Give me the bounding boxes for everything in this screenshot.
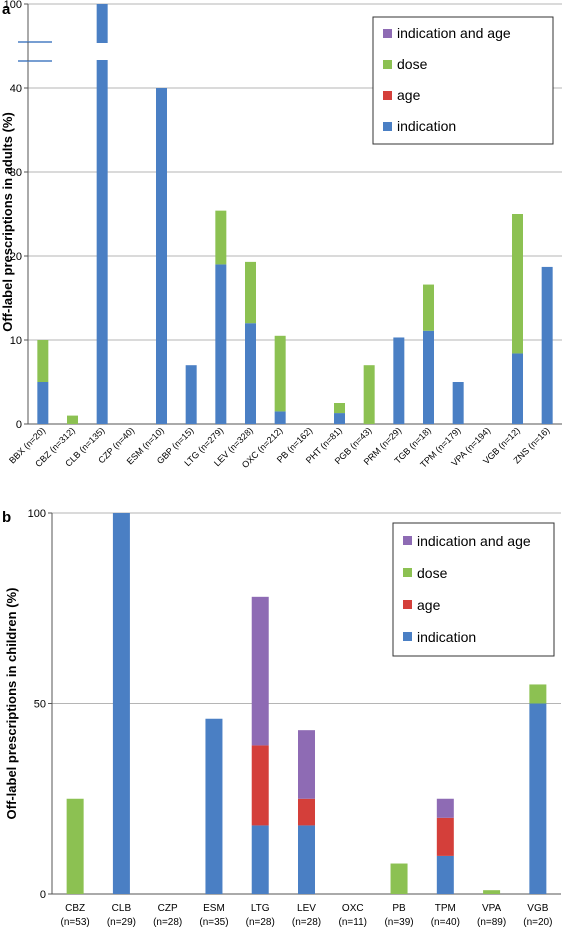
x-tick-label-n: (n=28) <box>292 917 321 928</box>
legend-swatch <box>383 60 392 69</box>
x-tick-label: LEV <box>297 903 316 914</box>
legend-swatch <box>383 122 392 131</box>
x-tick-label-n: (n=35) <box>199 917 228 928</box>
bar-segment <box>215 210 227 265</box>
x-tick-label-n: (n=89) <box>477 917 506 928</box>
legend-swatch <box>403 600 412 609</box>
bar-segment <box>251 745 269 826</box>
legend-label: indication and age <box>397 25 511 41</box>
bar-segment <box>334 403 345 414</box>
y-tick-label: 100 <box>4 0 22 11</box>
bar-segment <box>251 825 269 894</box>
x-tick-label: VGB <box>527 903 548 914</box>
legend-label: indication <box>417 629 476 645</box>
legend-swatch <box>383 91 392 100</box>
bar-segment <box>245 261 256 324</box>
legend-box <box>392 522 555 657</box>
legend: indication and age dose age indication <box>392 522 555 657</box>
bar-segment <box>393 337 405 424</box>
x-tick-label-n: (n=28) <box>153 917 182 928</box>
y-tick-label: 0 <box>16 419 22 431</box>
bar-segment <box>512 214 523 354</box>
x-tick-label-n: (n=39) <box>384 917 413 928</box>
x-tick-label-n: (n=28) <box>246 917 275 928</box>
panel-label: b <box>2 509 11 526</box>
bar-segment <box>298 730 315 799</box>
bar-segment <box>67 415 78 424</box>
bar-segment <box>363 365 375 424</box>
x-tick-label: OXC <box>342 903 364 914</box>
y-tick-label: 20 <box>10 251 22 263</box>
legend-label: age <box>397 87 421 103</box>
bar-segment <box>436 798 454 818</box>
bar-segment <box>185 365 197 424</box>
legend: indication and age dose age indication <box>372 16 554 145</box>
bar-segment <box>436 855 454 894</box>
legend-label: indication <box>397 118 456 134</box>
y-axis-label: Off-label prescriptions in adults (%) <box>0 112 15 332</box>
bar-segment <box>423 284 434 331</box>
bar-segment <box>452 382 464 424</box>
bar-segment <box>205 718 223 894</box>
legend-label: dose <box>397 56 428 72</box>
bar-segment <box>436 817 454 856</box>
panel-a: a 0 10 20 30 40 100 Off-label prescriptions in … <box>0 0 562 470</box>
bar-segment <box>274 335 286 412</box>
legend-swatch <box>403 632 412 641</box>
bar-segment <box>215 264 227 424</box>
y-axis-label: Off-label prescriptions in children (%) <box>4 588 19 820</box>
legend-swatch <box>403 536 412 545</box>
x-tick-label-n: (n=40) <box>431 917 460 928</box>
y-tick-label: 40 <box>10 83 22 95</box>
bar-segment <box>334 413 345 424</box>
panel-b: b 0 50 100 Off-label prescriptions in childr… <box>2 508 561 928</box>
legend-label: dose <box>417 565 448 581</box>
x-tick-label: CBZ <box>65 903 85 914</box>
bar-segment <box>541 266 553 424</box>
bar-segment <box>423 330 434 424</box>
bar-segment <box>96 4 108 424</box>
bar-segment <box>512 353 523 424</box>
x-tick-label-n: (n=53) <box>61 917 90 928</box>
bar-segment <box>298 798 315 826</box>
legend-swatch <box>403 568 412 577</box>
x-tick-label: CLB <box>112 903 132 914</box>
legend-label: age <box>417 597 441 613</box>
bar-segment <box>37 340 49 382</box>
bar-segment <box>251 596 269 746</box>
x-tick-label-n: (n=11) <box>339 917 367 928</box>
bar-segment <box>390 863 408 894</box>
bar-segment <box>529 684 547 704</box>
y-tick-label: 100 <box>28 508 46 520</box>
x-tick-label-n: (n=20) <box>523 917 552 928</box>
x-tick-label: TPM <box>435 903 456 914</box>
x-tick-label: ESM <box>203 903 225 914</box>
y-tick-label: 30 <box>10 167 22 179</box>
legend-box <box>372 16 554 145</box>
y-tick-label: 10 <box>10 335 22 347</box>
legend-swatch <box>383 29 392 38</box>
bar-segment <box>245 323 256 424</box>
bar-segment <box>37 382 49 424</box>
bar-segment <box>112 513 130 894</box>
bar-segment <box>156 88 167 424</box>
bar-segment <box>66 798 84 894</box>
x-tick-label: PB <box>392 903 406 914</box>
bar-break-gap <box>95 43 109 60</box>
axis-break-gap <box>29 43 73 60</box>
x-tick-label: VPA <box>482 903 502 914</box>
x-tick-label: CZP <box>158 903 178 914</box>
bar-segment <box>298 825 315 894</box>
panel-label: a <box>2 1 11 18</box>
y-tick-label: 50 <box>34 699 46 711</box>
bar-segment <box>483 890 501 894</box>
x-tick-label-n: (n=29) <box>107 917 136 928</box>
bar-segment <box>529 703 547 894</box>
x-tick-label: LTG <box>251 903 270 914</box>
y-tick-label: 0 <box>40 889 46 901</box>
legend-label: indication and age <box>417 533 531 549</box>
bar-segment <box>274 411 286 424</box>
